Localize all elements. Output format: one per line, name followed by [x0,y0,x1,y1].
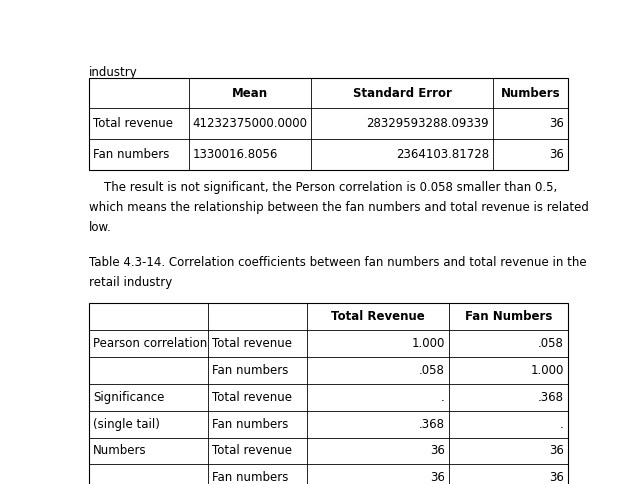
Text: The result is not significant, the Person correlation is 0.058 smaller than 0.5,: The result is not significant, the Perso… [89,181,557,194]
Text: Standard Error: Standard Error [353,87,451,100]
Text: Total revenue: Total revenue [212,391,292,404]
Text: Total revenue: Total revenue [93,117,173,130]
Text: .368: .368 [419,418,445,431]
Text: Numbers: Numbers [501,87,560,100]
Text: Fan Numbers: Fan Numbers [465,310,552,323]
Text: Total revenue: Total revenue [212,337,292,350]
Text: Fan numbers: Fan numbers [212,418,288,431]
Text: Fan numbers: Fan numbers [212,471,288,484]
Text: Numbers: Numbers [93,444,147,457]
Text: .368: .368 [538,391,564,404]
Text: Total Revenue: Total Revenue [331,310,425,323]
Text: 1.000: 1.000 [531,364,564,377]
Text: Fan numbers: Fan numbers [93,148,169,161]
Bar [89,78,568,169]
Text: 41232375000.0000: 41232375000.0000 [193,117,308,130]
Text: 1.000: 1.000 [412,337,445,350]
Text: 2364103.81728: 2364103.81728 [396,148,489,161]
Text: 36: 36 [549,117,564,130]
Text: Mean: Mean [232,87,268,100]
Text: 36: 36 [430,444,445,457]
Text: 36: 36 [549,148,564,161]
Text: industry: industry [89,66,138,79]
Text: 28329593288.09339: 28329593288.09339 [367,117,489,130]
Text: Total revenue: Total revenue [212,444,292,457]
Text: Significance: Significance [93,391,164,404]
Text: 1330016.8056: 1330016.8056 [193,148,278,161]
Text: 36: 36 [549,444,564,457]
Text: which means the relationship between the fan numbers and total revenue is relate: which means the relationship between the… [89,201,589,214]
Text: .: . [560,418,564,431]
Text: .058: .058 [419,364,445,377]
Text: Table 4.3-14. Correlation coefficients between fan numbers and total revenue in : Table 4.3-14. Correlation coefficients b… [89,256,587,269]
Text: (single tail): (single tail) [93,418,160,431]
Text: 36: 36 [430,471,445,484]
Text: low.: low. [89,222,112,234]
Text: Fan numbers: Fan numbers [212,364,288,377]
Text: 36: 36 [549,471,564,484]
Bar [89,303,568,484]
Text: Pearson correlation: Pearson correlation [93,337,207,350]
Text: retail industry: retail industry [89,276,172,289]
Text: .: . [441,391,445,404]
Text: .058: .058 [538,337,564,350]
